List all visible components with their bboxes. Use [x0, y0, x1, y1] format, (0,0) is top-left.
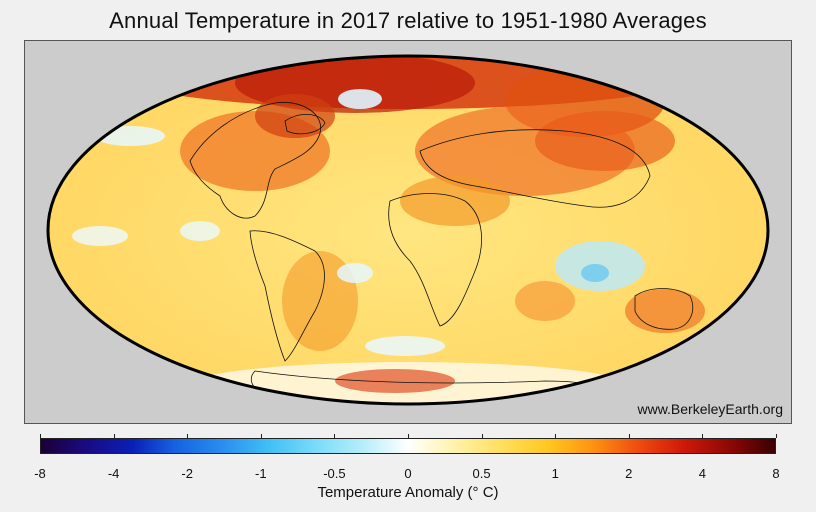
colorbar-tick-label: 4: [698, 466, 706, 481]
world-map: [46, 54, 770, 406]
colorbar-tick-label: -2: [181, 466, 193, 481]
globe-outline: [46, 54, 770, 406]
colorbar-tick-label: -0.5: [323, 466, 346, 481]
colorbar-tick-label: 0.5: [472, 466, 491, 481]
colorbar-tick-mark: [40, 434, 41, 438]
credit-text: www.BerkeleyEarth.org: [637, 401, 783, 417]
colorbar-gradient: [40, 438, 776, 454]
colorbar-tick-label: -4: [107, 466, 120, 481]
colorbar-tick-mark: [260, 434, 262, 438]
temperature-field: [48, 56, 768, 404]
colorbar-tick-mark: [555, 434, 557, 438]
colorbar: [40, 434, 777, 454]
colorbar-tick-label: 8: [772, 466, 780, 481]
colorbar-tick-label: 2: [625, 466, 633, 481]
map-panel: www.BerkeleyEarth.org: [24, 40, 792, 424]
colorbar-tick-mark: [628, 434, 630, 438]
map-title: Annual Temperature in 2017 relative to 1…: [109, 8, 707, 33]
colorbar-label: Temperature Anomaly (° C): [317, 484, 499, 501]
colorbar-tick-mark: [408, 434, 409, 438]
colorbar-tick-label: 0: [404, 466, 412, 481]
colorbar-tick-mark: [481, 434, 483, 438]
colorbar-tick-mark: [702, 434, 704, 438]
colorbar-tick-label: -1: [255, 466, 267, 481]
colorbar-tick-mark: [334, 434, 336, 438]
colorbar-tick-label: -8: [34, 466, 46, 481]
colorbar-tick-mark: [187, 434, 189, 438]
colorbar-tick-label: 1: [551, 466, 559, 481]
colorbar-tick-mark: [776, 434, 777, 438]
colorbar-tick-mark: [113, 434, 115, 438]
